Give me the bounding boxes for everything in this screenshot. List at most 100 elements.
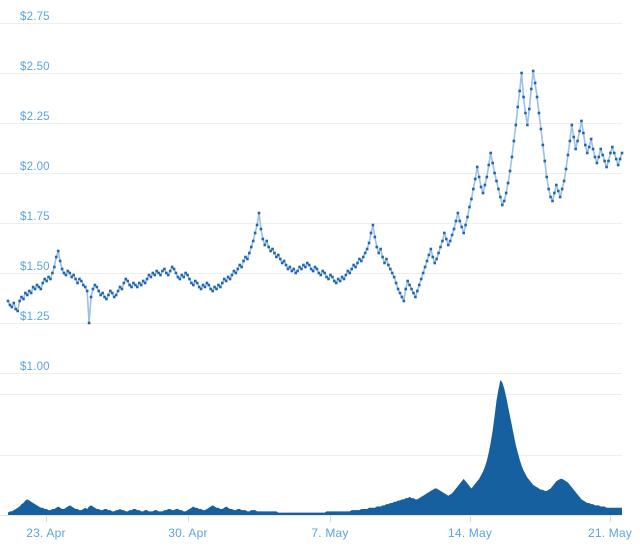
price-point — [342, 277, 346, 281]
price-point — [524, 111, 527, 115]
y-axis-tick-label: $2.50 — [20, 61, 50, 73]
price-point — [460, 225, 464, 229]
price-point — [54, 255, 58, 259]
price-point — [500, 203, 504, 207]
price-point — [26, 293, 29, 297]
price-point — [356, 261, 359, 265]
price-point — [24, 291, 27, 295]
price-point — [284, 263, 288, 267]
price-point — [213, 285, 216, 289]
price-point — [526, 123, 529, 127]
price-point — [475, 165, 479, 169]
price-point — [244, 255, 247, 259]
price-point — [327, 277, 330, 281]
price-point — [89, 295, 93, 299]
price-point — [315, 267, 319, 271]
price-point — [298, 265, 301, 269]
price-point — [33, 287, 37, 291]
price-point — [190, 281, 193, 285]
price-point — [18, 299, 21, 303]
price-point — [458, 219, 462, 223]
price-point — [560, 187, 564, 191]
price-point — [410, 287, 413, 291]
volume-series-group — [8, 380, 622, 515]
price-point — [265, 239, 269, 243]
price-point — [313, 265, 317, 269]
price-point — [360, 259, 363, 263]
price-gridlines — [0, 23, 622, 374]
price-point — [383, 261, 386, 265]
price-point — [10, 305, 14, 309]
price-point — [587, 145, 591, 149]
price-point — [483, 183, 487, 187]
x-axis: 23. Apr 30. Apr 7. May 14. May 21. May — [26, 515, 632, 540]
price-point — [110, 291, 114, 295]
price-point — [495, 179, 498, 183]
price-point — [80, 279, 83, 283]
price-point — [491, 161, 494, 165]
price-point — [379, 247, 382, 251]
x-axis-tick-label: 14. May — [448, 526, 492, 540]
price-point — [340, 275, 344, 279]
price-point — [618, 157, 622, 161]
price-point — [68, 271, 72, 275]
price-point — [51, 271, 54, 275]
price-point — [103, 295, 106, 299]
price-point — [182, 275, 185, 279]
price-point — [16, 309, 19, 313]
price-point — [43, 277, 46, 281]
x-axis-tick-label: 23. Apr — [26, 526, 65, 540]
price-point — [22, 297, 25, 301]
price-point — [105, 297, 108, 301]
price-point — [147, 273, 151, 277]
price-point — [6, 299, 10, 303]
price-point — [435, 257, 438, 261]
y-axis-tick-label: $1.75 — [20, 211, 50, 223]
price-point — [29, 291, 33, 295]
price-point — [138, 281, 141, 285]
price-point — [520, 71, 523, 75]
price-point — [224, 279, 228, 283]
y-axis-tick-label: $2.00 — [20, 161, 50, 173]
price-point — [502, 199, 506, 203]
price-point — [267, 245, 270, 249]
price-point — [149, 275, 153, 279]
price-point — [83, 285, 87, 289]
price-point — [74, 277, 77, 281]
price-point — [87, 321, 91, 325]
price-point — [609, 151, 612, 155]
price-point — [161, 269, 164, 273]
price-point — [219, 285, 222, 289]
price-point — [425, 259, 429, 263]
price-point — [163, 267, 166, 271]
price-point — [614, 157, 618, 161]
price-point — [232, 269, 236, 273]
price-point — [506, 181, 510, 185]
price-point — [114, 293, 118, 297]
price-point — [222, 277, 226, 281]
price-point — [591, 147, 595, 151]
price-point — [259, 227, 263, 231]
price-point — [373, 235, 377, 239]
price-point — [184, 271, 187, 275]
price-point — [311, 269, 315, 273]
price-point — [159, 273, 162, 277]
price-point — [197, 285, 201, 289]
price-point — [416, 289, 419, 293]
price-point — [479, 185, 483, 189]
price-point — [454, 219, 458, 223]
price-point — [157, 271, 160, 275]
price-point — [529, 87, 533, 91]
y-axis-tick-label: $1.25 — [20, 311, 50, 323]
price-point — [381, 255, 384, 259]
price-point — [394, 281, 398, 285]
price-point — [473, 177, 477, 181]
price-point — [361, 255, 365, 259]
price-point — [35, 283, 39, 287]
price-point — [56, 249, 60, 253]
price-point — [53, 265, 56, 269]
price-point — [576, 139, 579, 143]
price-point — [176, 275, 180, 279]
